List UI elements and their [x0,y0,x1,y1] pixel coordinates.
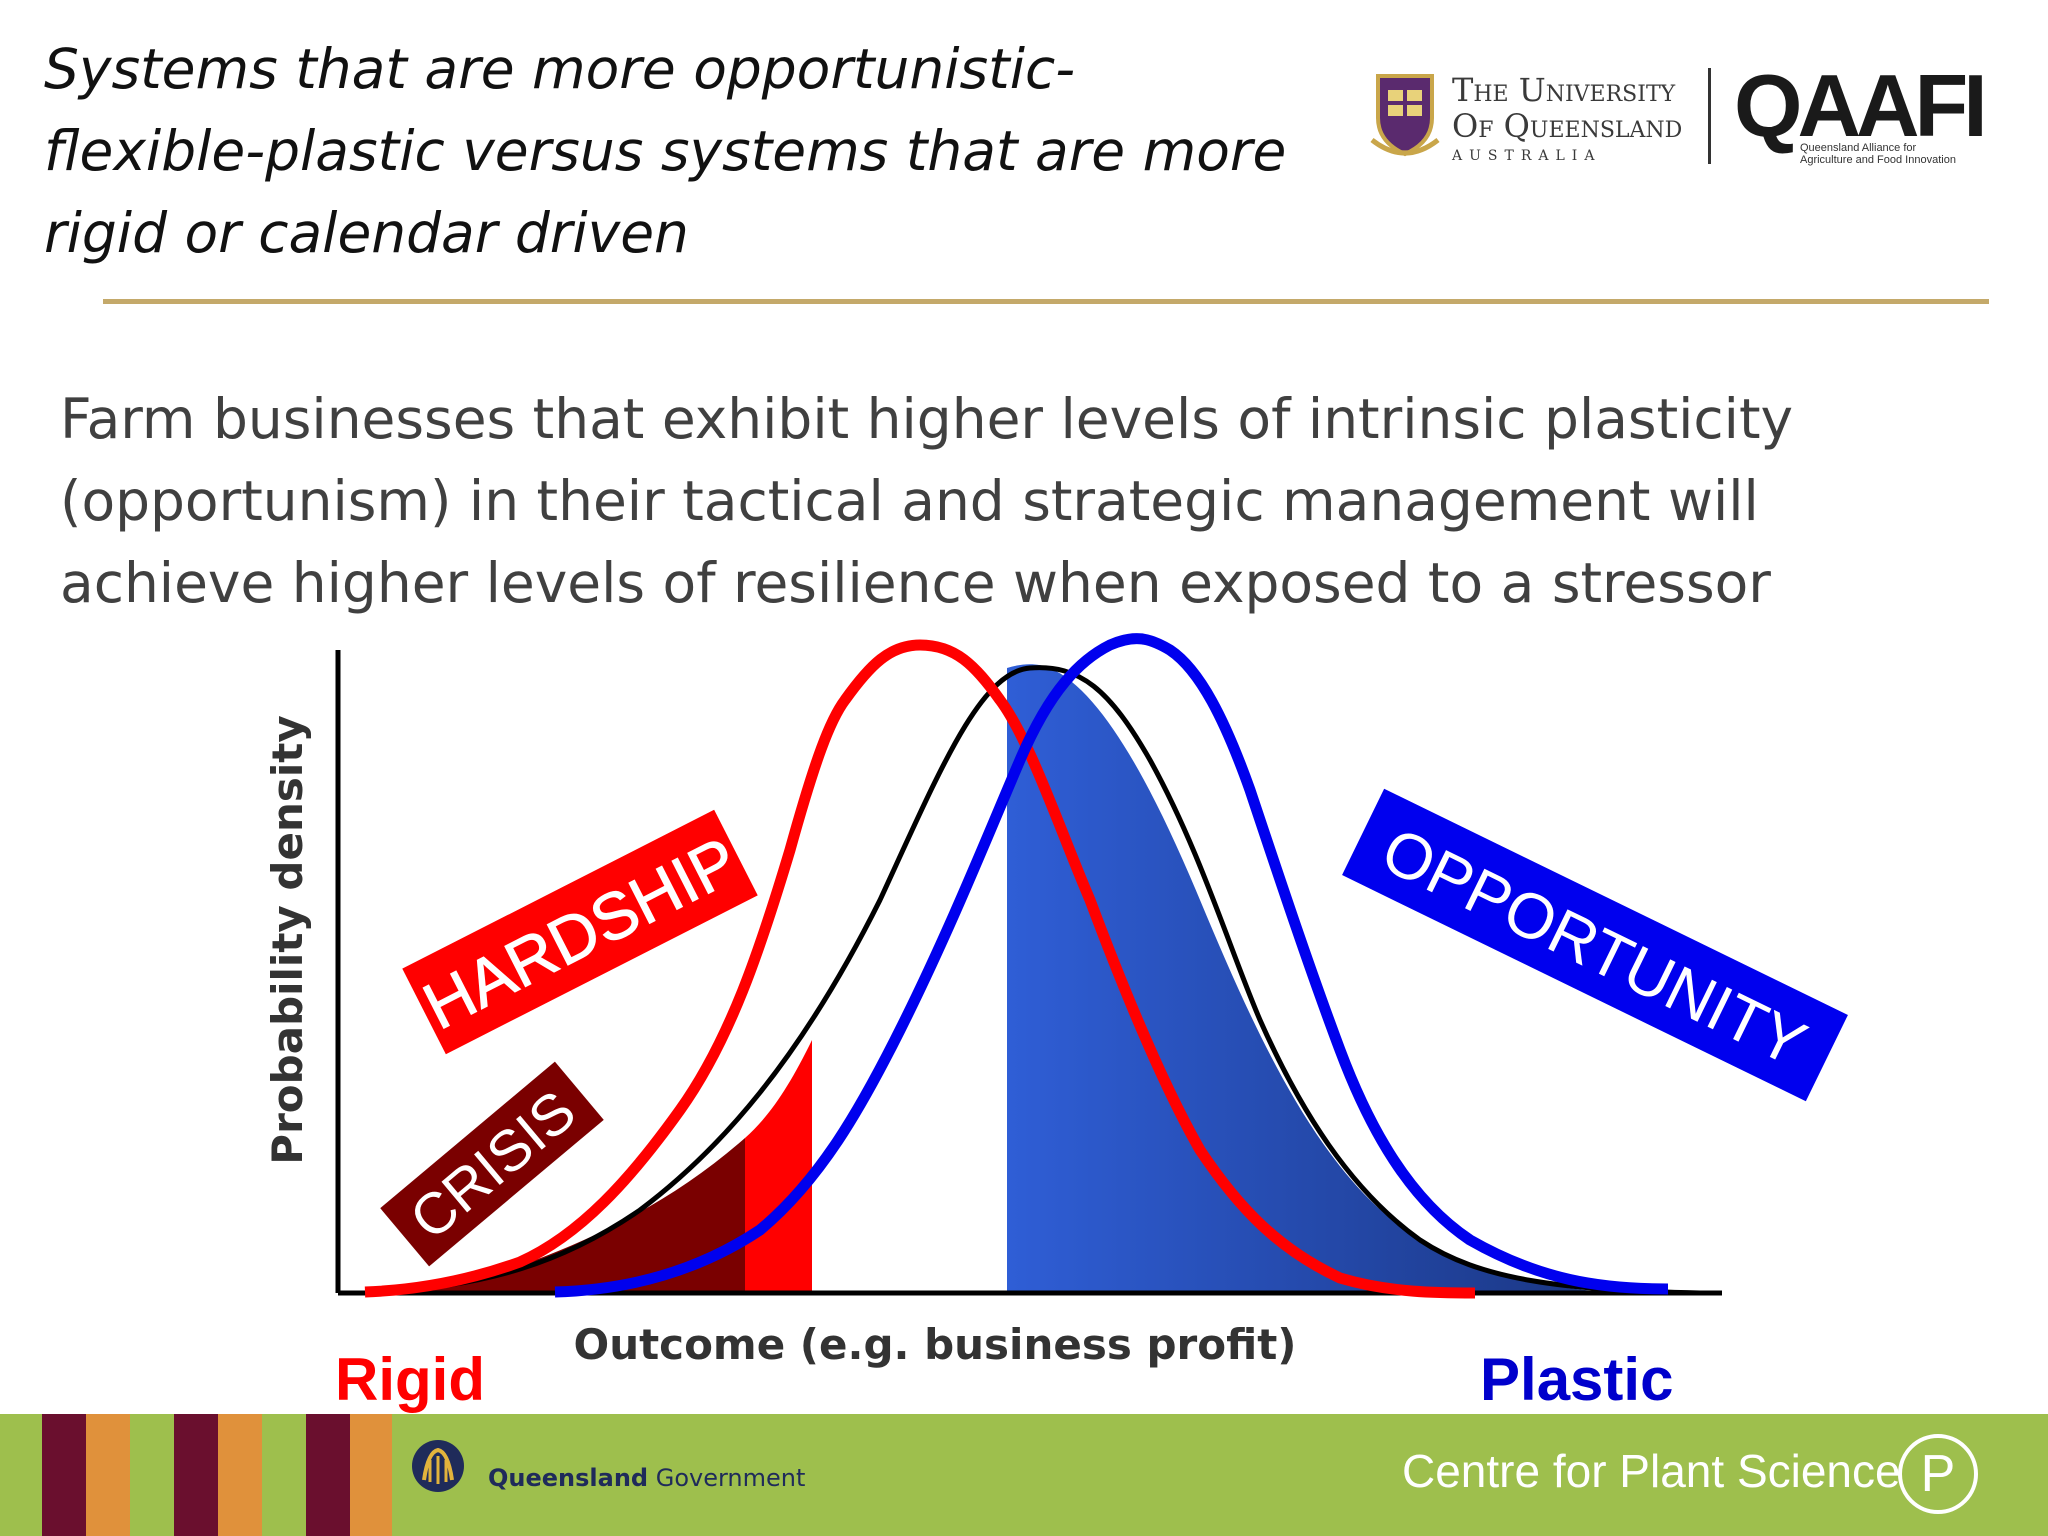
centre-for-plant-science: Centre for Plant Science [1402,1445,1901,1497]
body-line-2: (opportunism) in their tactical and stra… [60,469,1759,533]
rigid-label: Rigid [335,1346,485,1413]
y-axis-label: Probability density [263,715,312,1164]
body-line-1: Farm businesses that exhibit higher leve… [60,387,1794,451]
logo-divider [1708,68,1711,164]
hardship-tag: HARDSHIP [402,809,758,1055]
uq-wordmark: The University Of Queensland AUSTRALIA [1452,72,1682,164]
logo-area: The University Of Queensland AUSTRALIA Q… [1360,56,1990,172]
opportunity-tag-label: OPPORTUNITY [1371,813,1817,1080]
rigid-distribution-curve [364,639,1476,1299]
opportunity-fill [1007,664,1620,1293]
hardship-fill [745,1040,812,1293]
qg-bold: Queensland [488,1464,649,1492]
slide-title-line-1: Systems that are more opportunistic- [44,37,1076,101]
footer-stripe [42,1414,86,1536]
footer-band: Queensland Government Centre for Plant S… [0,1414,2048,1536]
slide-title-line-3: rigid or calendar driven [44,201,689,265]
footer-stripe [306,1414,350,1536]
qaafi-wordmark: QAAFI [1734,56,1988,155]
crisis-fill [370,1138,745,1293]
uq-line-1: The University [1452,71,1676,109]
uq-crest-icon [1370,74,1440,157]
hardship-tag-label: HARDSHIP [412,823,749,1044]
body-statement: Farm businesses that exhibit higher leve… [60,378,1960,624]
opportunity-tag: OPPORTUNITY [1342,788,1848,1102]
footer-stripe [174,1414,218,1536]
slide-title-line-2: flexible-plastic versus systems that are… [44,119,1287,183]
qg-rest: Government [648,1464,806,1492]
plastic-distribution-curve [554,633,1669,1298]
qaafi-subtitle: Queensland Alliance for Agriculture and … [1800,142,1990,166]
footer-stripe [86,1414,130,1536]
distribution-diagram: HARDSHIP CRISIS OPPORTUNITY Probability … [263,633,1848,1413]
queensland-government-crest-icon [412,1440,464,1492]
footer-stripe [218,1414,262,1536]
qaafi-subtitle-2: Agriculture and Food Innovation [1800,154,1956,166]
footer-stripe [350,1414,392,1536]
uq-country: AUSTRALIA [1452,148,1602,164]
qaafi-subtitle-1: Queensland Alliance for [1800,142,1917,154]
plastic-label: Plastic [1480,1346,1673,1413]
crisis-tag-label: CRISIS [398,1078,588,1252]
slide-title: Systems that are more opportunistic- fle… [44,28,1304,274]
body-line-3: achieve higher levels of resilience when… [60,551,1771,615]
header-divider [103,299,1989,304]
plant-science-p-icon: P [1898,1434,1978,1514]
x-axis-label: Outcome (e.g. business profit) [574,1320,1297,1369]
queensland-government-wordmark: Queensland Government [488,1464,805,1492]
uq-line-2: Of Queensland [1452,107,1683,145]
